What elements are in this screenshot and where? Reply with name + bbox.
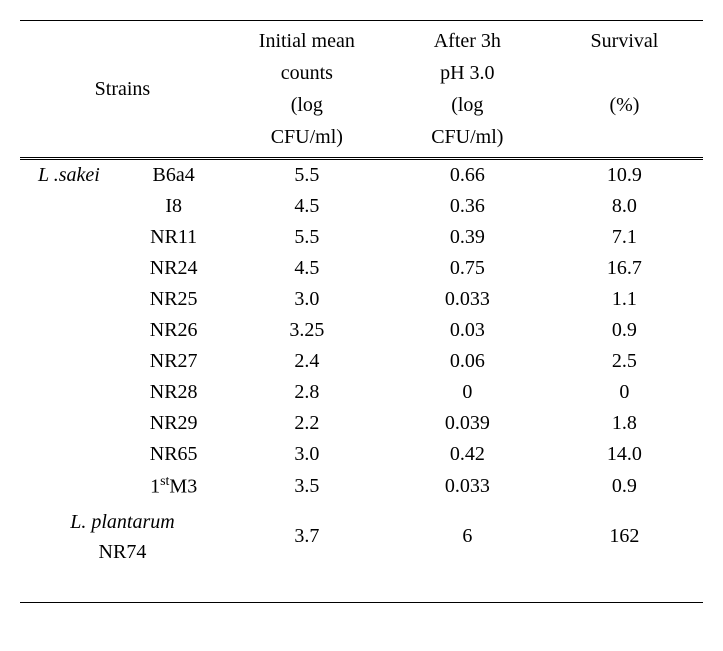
- cell-species: [20, 222, 122, 253]
- header-survival-spacer: [554, 57, 695, 89]
- cell-strain: NR29: [122, 408, 224, 439]
- cell-survival: 0.9: [546, 470, 703, 503]
- table-row: NR244.50.7516.7: [20, 253, 703, 284]
- header-survival-spacer2: [554, 121, 695, 153]
- cell-after: 0.06: [389, 346, 546, 377]
- header-survival-l2: (%): [554, 89, 695, 121]
- cell-survival: 8.0: [546, 191, 703, 222]
- cell-initial: 3.5: [225, 470, 389, 503]
- header-initial-l4: CFU/ml): [233, 121, 381, 153]
- table-row: NR272.40.062.5: [20, 346, 703, 377]
- cell-after: 0.36: [389, 191, 546, 222]
- cell-species: [20, 346, 122, 377]
- header-after-l1: After 3h: [397, 25, 538, 57]
- cell-after: 0.39: [389, 222, 546, 253]
- cell-species: [20, 408, 122, 439]
- cell-species: [20, 315, 122, 346]
- cell-initial: 3.0: [225, 284, 389, 315]
- cell-after: 0.42: [389, 439, 546, 470]
- table-row: 1stM33.50.0330.9: [20, 470, 703, 503]
- cell-species: [20, 439, 122, 470]
- cell-survival: 1.1: [546, 284, 703, 315]
- header-strains: Strains: [20, 21, 225, 159]
- header-initial-l3: (log: [233, 89, 381, 121]
- cell-survival: 1.8: [546, 408, 703, 439]
- cell-species: [20, 191, 122, 222]
- cell-initial: 2.8: [225, 377, 389, 408]
- cell-survival: 162: [546, 503, 703, 571]
- cell-survival: 7.1: [546, 222, 703, 253]
- table-row: NR292.20.0391.8: [20, 408, 703, 439]
- table-row: L. plantarumNR743.76162: [20, 503, 703, 571]
- cell-strain: NR28: [122, 377, 224, 408]
- cell-after: 0: [389, 377, 546, 408]
- cell-strain: 1stM3: [122, 470, 224, 503]
- cell-species-plantarum: L. plantarumNR74: [20, 503, 225, 571]
- cell-after: 0.03: [389, 315, 546, 346]
- header-initial: Initial mean counts (log CFU/ml): [225, 21, 389, 159]
- cell-species: L .sakei: [20, 159, 122, 192]
- cell-initial: 4.5: [225, 191, 389, 222]
- cell-initial: 5.5: [225, 222, 389, 253]
- cell-initial: 3.0: [225, 439, 389, 470]
- table-row: NR653.00.4214.0: [20, 439, 703, 470]
- spacer-cell: [20, 571, 703, 603]
- header-after-l3: (log: [397, 89, 538, 121]
- cell-initial: 2.2: [225, 408, 389, 439]
- table-row: NR253.00.0331.1: [20, 284, 703, 315]
- plantarum-species: L. plantarum: [28, 507, 217, 537]
- table-row: I84.50.368.0: [20, 191, 703, 222]
- header-after: After 3h pH 3.0 (log CFU/ml): [389, 21, 546, 159]
- cell-strain: NR25: [122, 284, 224, 315]
- cell-strain: NR27: [122, 346, 224, 377]
- cell-species: [20, 284, 122, 315]
- cell-after: 0.033: [389, 284, 546, 315]
- header-survival: Survival (%): [546, 21, 703, 159]
- cell-initial: 4.5: [225, 253, 389, 284]
- data-table: Strains Initial mean counts (log CFU/ml)…: [20, 20, 703, 603]
- cell-strain: NR24: [122, 253, 224, 284]
- cell-species: [20, 470, 122, 503]
- cell-survival: 14.0: [546, 439, 703, 470]
- cell-after: 0.039: [389, 408, 546, 439]
- table-row: NR282.800: [20, 377, 703, 408]
- cell-initial: 5.5: [225, 159, 389, 192]
- cell-survival: 0.9: [546, 315, 703, 346]
- cell-strain: NR65: [122, 439, 224, 470]
- cell-after: 0.66: [389, 159, 546, 192]
- cell-species: [20, 253, 122, 284]
- table-row: NR263.250.030.9: [20, 315, 703, 346]
- cell-survival: 0: [546, 377, 703, 408]
- cell-survival: 2.5: [546, 346, 703, 377]
- cell-after: 6: [389, 503, 546, 571]
- cell-species: [20, 377, 122, 408]
- table-body: L .sakeiB6a45.50.6610.9I84.50.368.0NR115…: [20, 159, 703, 603]
- header-after-l2: pH 3.0: [397, 57, 538, 89]
- header-after-l4: CFU/ml): [397, 121, 538, 153]
- header-initial-l2: counts: [233, 57, 381, 89]
- cell-initial: 3.7: [225, 503, 389, 571]
- cell-after: 0.75: [389, 253, 546, 284]
- plantarum-strain: NR74: [28, 537, 217, 567]
- cell-strain: B6a4: [122, 159, 224, 192]
- cell-survival: 16.7: [546, 253, 703, 284]
- cell-survival: 10.9: [546, 159, 703, 192]
- cell-initial: 2.4: [225, 346, 389, 377]
- header-survival-l1: Survival: [554, 25, 695, 57]
- table-row: NR115.50.397.1: [20, 222, 703, 253]
- cell-strain: NR26: [122, 315, 224, 346]
- cell-strain: NR11: [122, 222, 224, 253]
- table-row: L .sakeiB6a45.50.6610.9: [20, 159, 703, 192]
- header-initial-l1: Initial mean: [233, 25, 381, 57]
- cell-after: 0.033: [389, 470, 546, 503]
- cell-strain: I8: [122, 191, 224, 222]
- spacer-row: [20, 571, 703, 603]
- cell-initial: 3.25: [225, 315, 389, 346]
